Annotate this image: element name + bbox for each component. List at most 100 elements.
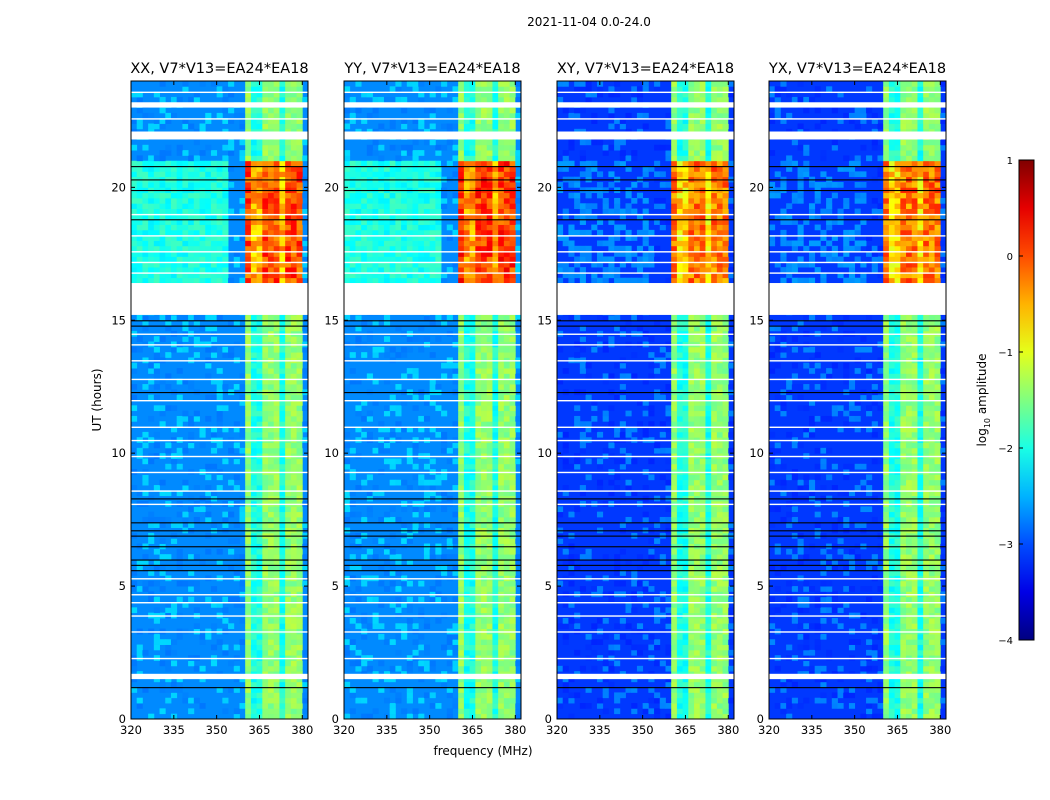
heatmap-cell <box>498 96 505 103</box>
heatmap-cell <box>222 272 229 279</box>
heatmap-cell <box>199 166 206 172</box>
heatmap-cell <box>245 213 252 220</box>
heatmap-cell <box>250 203 258 209</box>
heatmap-cell <box>481 197 488 204</box>
heatmap-cell <box>250 150 258 156</box>
heatmap-cell <box>429 112 436 119</box>
heatmap-cell <box>216 394 223 401</box>
heatmap-cell <box>469 362 476 369</box>
heatmap-cell <box>349 692 356 699</box>
heatmap-cell <box>165 665 172 672</box>
heatmap-cell <box>366 506 373 513</box>
heatmap-cell <box>245 346 252 353</box>
heatmap-cell <box>716 692 723 699</box>
heatmap-cell <box>383 320 391 326</box>
heatmap-cell <box>475 256 482 263</box>
heatmap-cell <box>475 150 482 156</box>
heatmap-cell <box>486 426 493 433</box>
heatmap-cell <box>165 245 172 252</box>
heatmap-cell <box>355 405 362 412</box>
heatmap-cell <box>136 267 143 273</box>
heatmap-cell <box>355 538 362 544</box>
heatmap-cell <box>361 697 368 704</box>
heatmap-cell <box>503 426 510 433</box>
heatmap-cell <box>481 144 488 151</box>
heatmap-cell <box>711 633 718 640</box>
heatmap-cell <box>239 676 246 683</box>
heatmap-cell <box>562 676 569 683</box>
heatmap-cell <box>469 240 476 247</box>
heatmap-cell <box>509 697 516 704</box>
heatmap-cell <box>268 639 275 645</box>
heatmap-cell <box>245 697 252 704</box>
heatmap-cell <box>262 182 269 188</box>
heatmap-cell <box>165 325 172 332</box>
flag-line <box>344 559 521 561</box>
heatmap-cell <box>296 96 303 103</box>
heatmap-cell <box>250 166 258 172</box>
heatmap-cell <box>290 346 297 353</box>
flag-line <box>344 166 521 168</box>
heatmap-cell <box>463 665 471 672</box>
heatmap-cell <box>395 144 402 151</box>
heatmap-cell <box>481 208 488 215</box>
heatmap-cell <box>159 224 166 231</box>
heatmap-cell <box>222 617 229 624</box>
heatmap-cell <box>435 251 442 257</box>
heatmap-cell <box>418 251 425 257</box>
heatmap-cell <box>503 559 510 566</box>
heatmap-cell <box>503 86 510 93</box>
heatmap-cell <box>159 267 166 273</box>
heatmap-cell <box>296 708 303 715</box>
heatmap-cell <box>273 203 280 209</box>
heatmap-cell <box>418 118 425 124</box>
heatmap-cell <box>216 687 223 693</box>
heatmap-cell <box>262 384 269 390</box>
heatmap-cell <box>498 139 505 146</box>
heatmap-cell <box>262 235 269 241</box>
heatmap-cell <box>722 633 729 640</box>
heatmap-cell <box>509 224 516 231</box>
heatmap-cell <box>366 144 373 151</box>
heatmap-cell <box>296 144 303 151</box>
heatmap-cell <box>290 442 297 449</box>
heatmap-cell <box>136 213 143 220</box>
heatmap-cell <box>193 197 200 204</box>
heatmap-cell <box>503 511 510 518</box>
heatmap-cell <box>250 548 258 555</box>
heatmap-cell <box>349 203 356 209</box>
heatmap-cell <box>210 261 218 268</box>
heatmap-cell <box>228 166 235 172</box>
heatmap-cell <box>222 277 229 284</box>
heatmap-cell <box>389 123 396 130</box>
heatmap-cell <box>170 203 178 209</box>
heatmap-cell <box>562 697 569 704</box>
heatmap-cell <box>423 192 431 199</box>
heatmap-cell <box>268 479 275 486</box>
heatmap-cell <box>711 692 718 699</box>
heatmap-cell <box>509 458 516 465</box>
heatmap-cell <box>716 617 723 624</box>
heatmap-cell <box>395 160 402 167</box>
heatmap-cell <box>296 123 303 130</box>
heatmap-cell <box>256 144 263 151</box>
heatmap-cell <box>441 160 448 167</box>
heatmap-cell <box>193 240 200 247</box>
heatmap-cell <box>273 96 280 103</box>
heatmap-cell <box>441 123 448 130</box>
heatmap-cell <box>170 96 178 103</box>
heatmap-cell <box>498 697 505 704</box>
heatmap-cell <box>290 261 297 268</box>
heatmap-cell <box>503 272 510 279</box>
heatmap-cell <box>423 665 431 672</box>
heatmap-cell <box>262 644 269 651</box>
heatmap-cell <box>344 213 351 220</box>
heatmap-cell <box>694 617 701 624</box>
heatmap-cell <box>355 623 362 630</box>
heatmap-cell <box>245 596 252 603</box>
heatmap-cell <box>395 261 402 268</box>
heatmap-cell <box>378 224 385 231</box>
heatmap-cell <box>159 150 166 156</box>
heatmap-cell <box>671 676 678 683</box>
heatmap-cell <box>176 522 183 528</box>
